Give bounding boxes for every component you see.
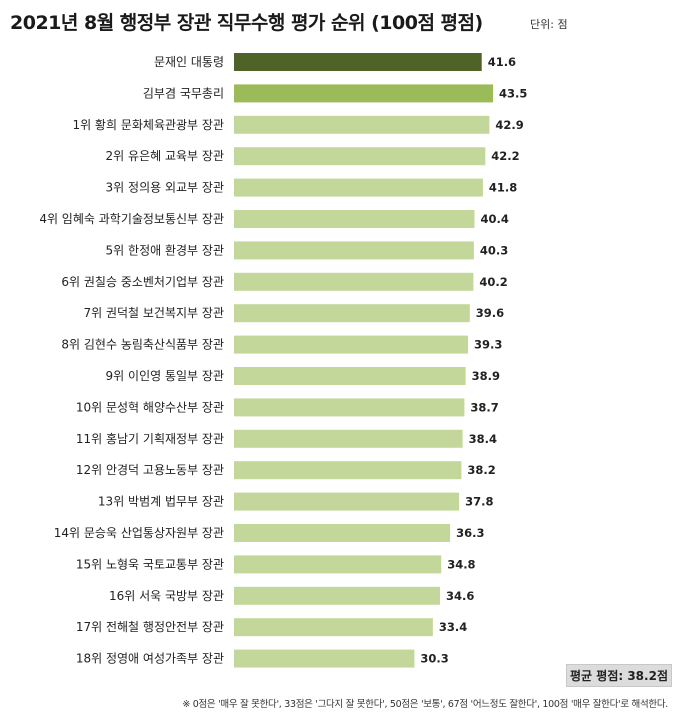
bar — [234, 461, 462, 480]
category-label: 2위 유은혜 교육부 장관 — [106, 149, 224, 163]
value-label: 40.3 — [480, 243, 508, 257]
bar — [234, 210, 475, 228]
bar — [234, 304, 470, 323]
value-label: 34.6 — [446, 589, 474, 603]
bar — [234, 115, 490, 134]
value-label: 37.8 — [465, 495, 493, 509]
value-label: 38.7 — [470, 400, 498, 414]
bar — [234, 492, 460, 511]
value-label: 40.4 — [481, 212, 509, 226]
bar — [234, 649, 415, 668]
bar — [234, 367, 466, 385]
chart-title: 2021년 8월 행정부 장관 직무수행 평가 순위 (100점 평점) — [10, 12, 483, 34]
category-label: 4위 임혜숙 과학기술정보통신부 장관 — [39, 212, 224, 226]
category-label: 1위 황희 문화체육관광부 장관 — [72, 118, 224, 132]
value-label: 43.5 — [499, 86, 527, 100]
average-score-box: 평균 평점: 38.2점 — [566, 664, 672, 687]
bar — [234, 524, 451, 542]
category-label: 10위 문성혁 해양수산부 장관 — [76, 400, 224, 414]
bar — [234, 618, 433, 637]
category-label: 16위 서욱 국방부 장관 — [109, 589, 224, 603]
value-label: 34.8 — [447, 557, 475, 571]
value-label: 36.3 — [456, 526, 484, 540]
value-label: 39.3 — [474, 338, 502, 352]
bar — [234, 586, 440, 605]
category-label: 8위 김현수 농림축산식품부 장관 — [61, 338, 224, 352]
category-label: 18위 정영애 여성가족부 장관 — [76, 652, 224, 666]
category-label: 6위 권칠승 중소벤처기업부 장관 — [61, 275, 224, 289]
bar — [234, 84, 493, 103]
bar — [234, 335, 468, 354]
bar — [234, 555, 442, 574]
category-label: 문재인 대통령 — [154, 55, 224, 69]
category-label: 14위 문승욱 산업통상자원부 장관 — [54, 526, 224, 540]
value-label: 38.2 — [467, 463, 495, 477]
bar — [234, 272, 474, 291]
value-label: 42.2 — [491, 149, 519, 163]
value-label: 39.6 — [476, 306, 504, 320]
bar — [234, 147, 486, 166]
value-label: 38.9 — [472, 369, 500, 383]
bar — [234, 178, 483, 197]
category-label: 7위 권덕철 보건복지부 장관 — [83, 306, 224, 320]
bar — [234, 429, 463, 448]
bar — [234, 398, 465, 417]
bar — [234, 53, 482, 71]
bar — [234, 241, 474, 260]
category-label: 12위 안경덕 고용노동부 장관 — [76, 463, 224, 477]
category-label: 김부겸 국무총리 — [143, 86, 224, 100]
category-label: 13위 박범계 법무부 장관 — [98, 495, 224, 509]
category-label: 17위 전해철 행정안전부 장관 — [76, 619, 224, 634]
value-label: 41.6 — [488, 55, 516, 69]
footnote: ※ 0점은 '매우 잘 못한다', 33점은 '그다지 잘 못한다', 50점은… — [182, 699, 668, 710]
value-label: 38.4 — [469, 432, 497, 446]
category-label: 5위 한정애 환경부 장관 — [106, 243, 224, 257]
category-label: 3위 정의용 외교부 장관 — [106, 181, 224, 195]
value-label: 41.8 — [489, 181, 517, 195]
value-label: 30.3 — [420, 652, 448, 666]
category-label: 9위 이인영 통일부 장관 — [106, 369, 224, 383]
value-label: 40.2 — [479, 275, 507, 289]
category-label: 15위 노형욱 국토교통부 장관 — [76, 557, 224, 571]
value-label: 42.9 — [495, 118, 523, 132]
unit-label: 단위: 점 — [530, 18, 568, 31]
category-label: 11위 홍남기 기획재정부 장관 — [76, 432, 224, 446]
value-label: 33.4 — [439, 620, 467, 634]
